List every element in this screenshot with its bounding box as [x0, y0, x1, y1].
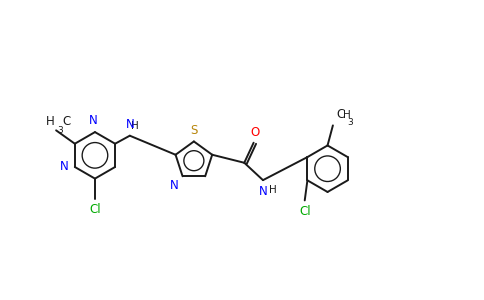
Text: Cl: Cl — [299, 205, 311, 218]
Text: H: H — [269, 185, 277, 195]
Text: 3: 3 — [58, 126, 63, 135]
Text: S: S — [190, 124, 197, 136]
Text: H: H — [131, 121, 139, 131]
Text: N: N — [60, 160, 69, 173]
Text: 3: 3 — [347, 118, 352, 127]
Text: Cl: Cl — [89, 203, 101, 217]
Text: C: C — [62, 115, 70, 128]
Text: N: N — [170, 179, 179, 193]
Text: O: O — [250, 126, 259, 139]
Text: H: H — [46, 115, 55, 128]
Text: N: N — [125, 118, 134, 131]
Text: N: N — [258, 185, 267, 198]
Text: H: H — [343, 110, 351, 119]
Text: C: C — [336, 108, 344, 122]
Text: N: N — [89, 114, 98, 127]
